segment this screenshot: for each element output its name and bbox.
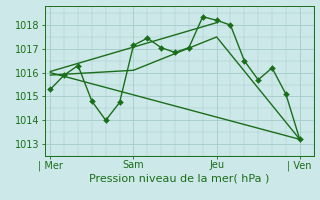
X-axis label: Pression niveau de la mer( hPa ): Pression niveau de la mer( hPa ) bbox=[89, 173, 269, 183]
